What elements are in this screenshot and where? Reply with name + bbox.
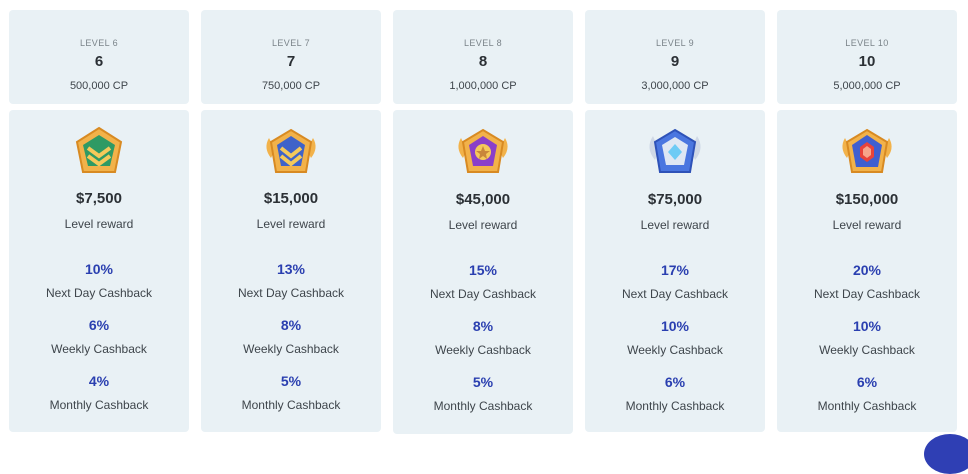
level-reward-amount: $7,500	[76, 190, 122, 207]
monthly-cashback-label: Monthly Cashback	[433, 399, 533, 413]
weekly-cashback-label: Weekly Cashback	[243, 342, 339, 356]
next-day-cashback-percent: 15%	[468, 262, 498, 278]
monthly-cashback-label: Monthly Cashback	[817, 399, 917, 413]
weekly-cashback-label: Weekly Cashback	[51, 342, 147, 356]
monthly-cashback-label: Monthly Cashback	[241, 398, 341, 412]
level-reward-amount: $150,000	[835, 191, 899, 208]
weekly-cashback-label: Weekly Cashback	[435, 343, 531, 357]
level-cp: 5,000,000 CP	[833, 80, 901, 92]
green-chevron-pentagon-badge-icon	[75, 126, 123, 173]
level-reward-card: $15,000 Level reward 13% Next Day Cashba…	[201, 110, 381, 432]
next-day-cashback-percent: 13%	[276, 261, 306, 277]
level-reward-card: $7,500 Level reward 10% Next Day Cashbac…	[9, 110, 189, 432]
monthly-cashback-percent: 4%	[88, 373, 110, 389]
next-day-cashback-label: Next Day Cashback	[621, 287, 729, 301]
level-number: 9	[670, 53, 680, 70]
level-reward-card: $45,000 Level reward 15% Next Day Cashba…	[393, 110, 573, 434]
level-reward-label: Level reward	[832, 218, 902, 232]
monthly-cashback-percent: 5%	[280, 373, 302, 389]
monthly-cashback-label: Monthly Cashback	[625, 399, 725, 413]
monthly-cashback-percent: 5%	[472, 374, 494, 390]
blue-chevron-winged-badge-icon	[266, 128, 316, 173]
level-reward-label: Level reward	[640, 218, 710, 232]
next-day-cashback-label: Next Day Cashback	[237, 286, 345, 300]
monthly-cashback-percent: 6%	[664, 374, 686, 390]
level-reward-label: Level reward	[448, 218, 518, 232]
weekly-cashback-percent: 10%	[660, 318, 690, 334]
weekly-cashback-label: Weekly Cashback	[627, 343, 723, 357]
level-cp: 500,000 CP	[69, 80, 129, 92]
monthly-cashback-label: Monthly Cashback	[49, 398, 149, 412]
level-number: 6	[94, 53, 104, 70]
level-cp: 1,000,000 CP	[449, 80, 517, 92]
next-day-cashback-label: Next Day Cashback	[45, 286, 153, 300]
level-label: LEVEL 9	[656, 38, 694, 48]
level-header-card: LEVEL 6 6 500,000 CP	[9, 10, 189, 104]
level-reward-amount: $75,000	[647, 191, 703, 208]
level-number: 8	[478, 53, 488, 70]
gold-ruby-winged-badge-icon	[842, 128, 892, 173]
next-day-cashback-label: Next Day Cashback	[813, 287, 921, 301]
level-label: LEVEL 7	[272, 38, 310, 48]
level-number: 10	[858, 53, 876, 70]
chat-launcher-button[interactable]	[924, 434, 968, 474]
level-reward-amount: $45,000	[455, 191, 511, 208]
weekly-cashback-percent: 6%	[88, 317, 110, 333]
weekly-cashback-percent: 10%	[852, 318, 882, 334]
level-reward-amount: $15,000	[263, 190, 319, 207]
level-header-card: LEVEL 7 7 750,000 CP	[201, 10, 381, 104]
weekly-cashback-label: Weekly Cashback	[819, 343, 915, 357]
level-header-card: LEVEL 10 10 5,000,000 CP	[777, 10, 957, 104]
level-reward-card: $75,000 Level reward 17% Next Day Cashba…	[585, 110, 765, 432]
level-label: LEVEL 6	[80, 38, 118, 48]
weekly-cashback-percent: 8%	[280, 317, 302, 333]
next-day-cashback-label: Next Day Cashback	[429, 287, 537, 301]
level-reward-card: $150,000 Level reward 20% Next Day Cashb…	[777, 110, 957, 432]
level-header-card: LEVEL 8 8 1,000,000 CP	[393, 10, 573, 104]
level-number: 7	[286, 53, 296, 70]
level-cp: 750,000 CP	[261, 80, 321, 92]
purple-star-winged-badge-icon	[458, 128, 508, 173]
next-day-cashback-percent: 17%	[660, 262, 690, 278]
level-header-card: LEVEL 9 9 3,000,000 CP	[585, 10, 765, 104]
next-day-cashback-percent: 10%	[84, 261, 114, 277]
weekly-cashback-percent: 8%	[472, 318, 494, 334]
silver-diamond-winged-badge-icon	[649, 128, 701, 173]
level-label: LEVEL 10	[845, 38, 889, 48]
monthly-cashback-percent: 6%	[856, 374, 878, 390]
next-day-cashback-percent: 20%	[852, 262, 882, 278]
level-reward-label: Level reward	[64, 217, 134, 231]
level-label: LEVEL 8	[464, 38, 502, 48]
level-cp: 3,000,000 CP	[641, 80, 709, 92]
level-reward-label: Level reward	[256, 217, 326, 231]
